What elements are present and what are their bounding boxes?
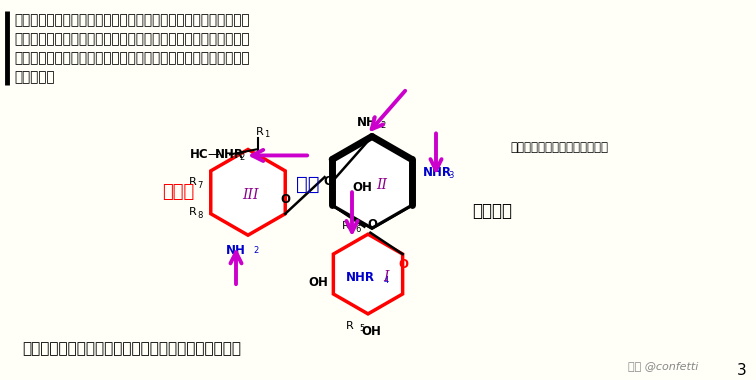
Text: 氨基中的氢可被取代得到衍生物: 氨基中的氢可被取代得到衍生物 bbox=[510, 141, 608, 154]
Polygon shape bbox=[333, 234, 403, 314]
Text: 3: 3 bbox=[448, 171, 454, 180]
Text: 2: 2 bbox=[239, 153, 244, 162]
Text: 一个或多个氨基糖通过糖苷键与之结合，形成化学性质稳定的复合: 一个或多个氨基糖通过糖苷键与之结合，形成化学性质稳定的复合 bbox=[14, 32, 249, 46]
Text: 4: 4 bbox=[384, 276, 389, 285]
Polygon shape bbox=[332, 136, 412, 228]
Text: 2: 2 bbox=[380, 121, 386, 130]
Text: NH: NH bbox=[226, 244, 246, 256]
Text: NHR: NHR bbox=[423, 166, 452, 179]
Text: OH: OH bbox=[361, 325, 381, 338]
Text: 物。由于其基本结构由苷元和氨基糖分子通过氧桥连接而成，故名: 物。由于其基本结构由苷元和氨基糖分子通过氧桥连接而成，故名 bbox=[14, 51, 249, 65]
Text: III: III bbox=[242, 188, 259, 202]
Text: R: R bbox=[189, 207, 197, 217]
Text: 氨基糖: 氨基糖 bbox=[162, 183, 194, 201]
Text: 7: 7 bbox=[197, 181, 203, 190]
Text: NHR: NHR bbox=[215, 148, 244, 161]
Text: I: I bbox=[383, 270, 389, 284]
Text: NH: NH bbox=[357, 116, 377, 129]
Text: R: R bbox=[189, 177, 197, 187]
Text: II: II bbox=[376, 178, 388, 192]
Text: R: R bbox=[346, 321, 354, 331]
Text: 8: 8 bbox=[197, 211, 203, 220]
Text: 氨基苷类，又名氨基糖苷类或氨基弍类。基本结构是氨基环醇环与: 氨基苷类，又名氨基糖苷类或氨基弍类。基本结构是氨基环醇环与 bbox=[14, 13, 249, 27]
Text: O: O bbox=[324, 174, 333, 188]
Text: 氨基环醇: 氨基环醇 bbox=[472, 202, 512, 220]
Polygon shape bbox=[211, 149, 285, 235]
Text: 2: 2 bbox=[253, 245, 259, 255]
Text: O: O bbox=[398, 258, 408, 271]
Text: 结构上的共性，决定了这类抗生素具有一些共同特点。: 结构上的共性，决定了这类抗生素具有一些共同特点。 bbox=[22, 341, 241, 356]
Text: 3: 3 bbox=[737, 363, 747, 378]
Text: NHR: NHR bbox=[345, 271, 374, 283]
Text: R: R bbox=[256, 127, 264, 136]
Text: —: — bbox=[207, 148, 218, 161]
Text: R: R bbox=[342, 221, 350, 231]
Text: HC: HC bbox=[190, 148, 209, 161]
Text: 知乎 @confetti: 知乎 @confetti bbox=[628, 361, 699, 371]
Text: 氨基糖苷。: 氨基糖苷。 bbox=[14, 70, 54, 84]
Text: 1: 1 bbox=[264, 130, 269, 139]
Text: OH: OH bbox=[308, 276, 328, 288]
Text: O: O bbox=[367, 218, 377, 231]
Text: 6: 6 bbox=[355, 225, 361, 234]
Polygon shape bbox=[332, 136, 412, 228]
Text: 5: 5 bbox=[359, 325, 364, 333]
Text: 苷键: 苷键 bbox=[296, 175, 320, 194]
Text: OH: OH bbox=[352, 181, 372, 194]
Text: O: O bbox=[280, 193, 290, 206]
